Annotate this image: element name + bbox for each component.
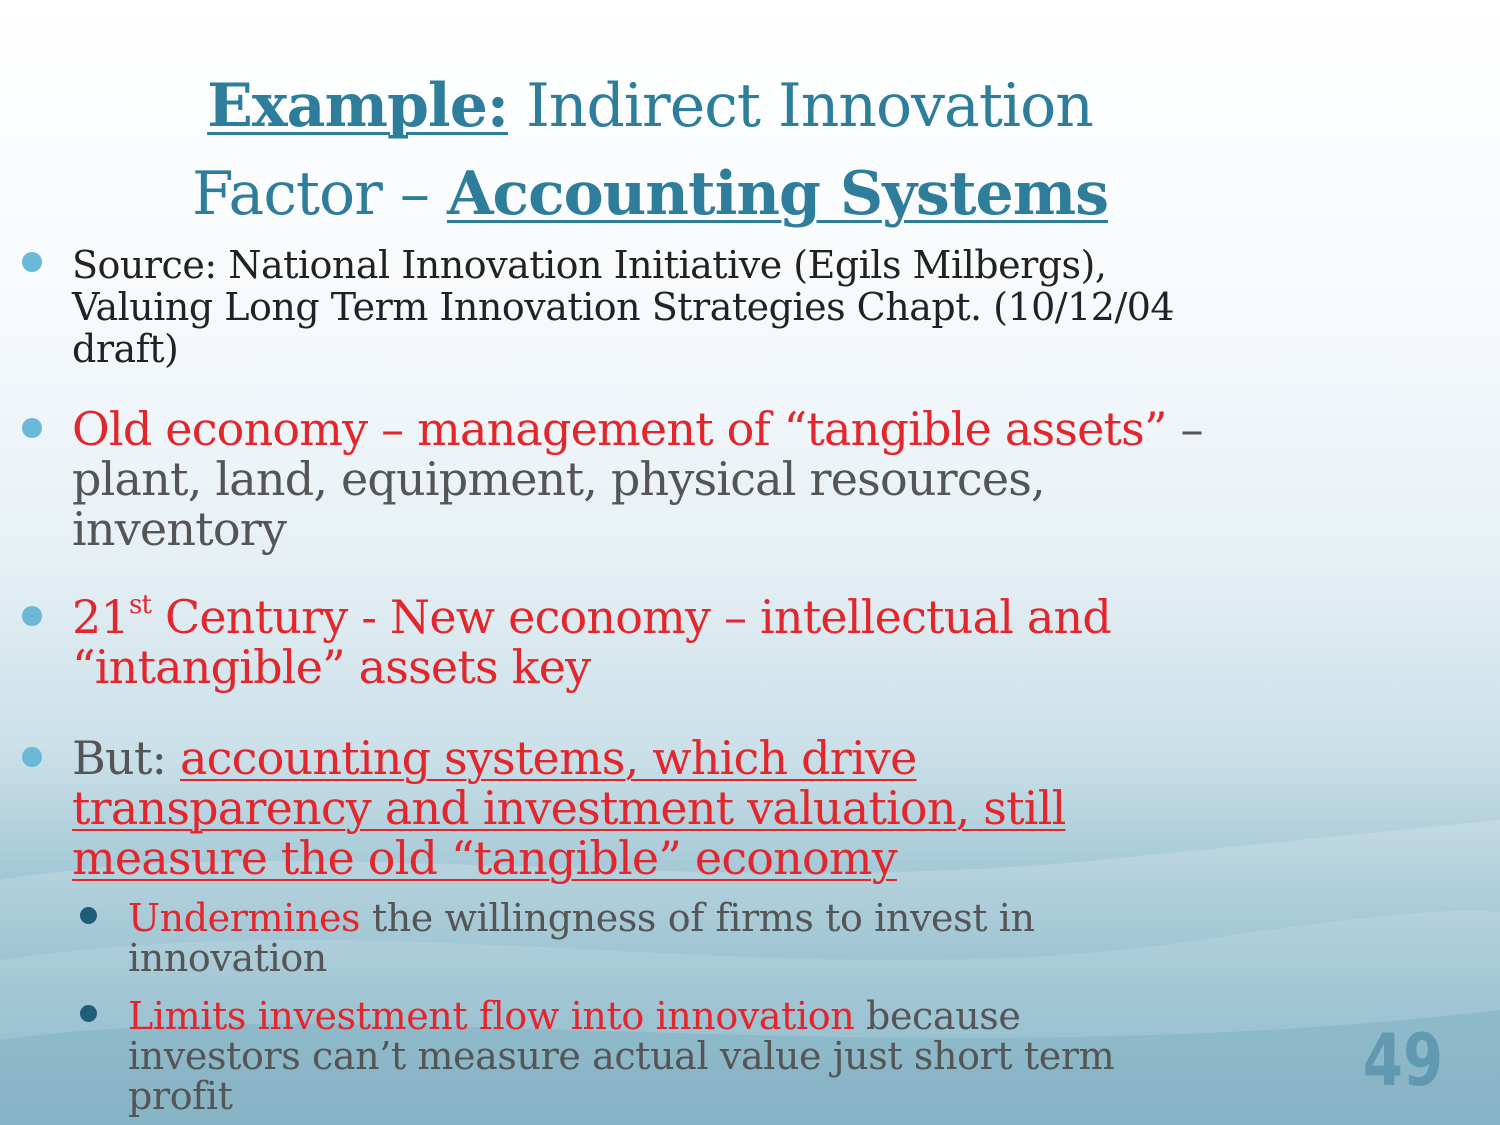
bullet-dot [22, 418, 42, 438]
slide-title: Example: Indirect Innovation Factor – Ac… [150, 62, 1150, 238]
bullet-dot [22, 747, 42, 767]
title-example: Example: [207, 71, 509, 141]
undermines-detail: the willingness of firms to invest in in… [128, 896, 1035, 980]
page-number: 49 [1362, 1018, 1444, 1102]
title-middle: Indirect Innovation Factor – [192, 71, 1094, 229]
sub-bullet-dot [80, 1005, 97, 1022]
bullet-old-economy: Old economy – management of “tangible as… [72, 404, 1222, 554]
bullet-source: Source: National Innovation Initiative (… [72, 243, 1175, 371]
accounting-statement: accounting systems, which drive transpar… [72, 731, 1066, 885]
sub-bullet-limits: Limits investment flow into innovation b… [128, 996, 1168, 1116]
bullet-new-economy: 21st Century - New economy – intellectua… [72, 592, 1192, 692]
limits-highlight: Limits investment flow into innovation [128, 994, 855, 1038]
old-economy-highlight: Old economy – management of “tangible as… [72, 402, 1168, 456]
title-accounting-systems: Accounting Systems [447, 159, 1109, 229]
new-economy-text: Century - New economy – intellectual and… [72, 590, 1112, 694]
bullet-dot [22, 252, 42, 272]
limits-detail: because investors can’t measure actual v… [128, 994, 1115, 1118]
sub-bullet-dot [80, 907, 97, 924]
century-suffix: st [128, 590, 152, 620]
bullet-accounting: But: accounting systems, which drive tra… [72, 733, 1172, 883]
undermines-highlight: Undermines [128, 896, 361, 940]
but-prefix: But: [72, 731, 181, 785]
sub-bullet-undermines: Undermines the willingness of firms to i… [128, 898, 1128, 978]
old-economy-detail: – plant, land, equipment, physical resou… [72, 402, 1204, 556]
bullet-dot [22, 606, 42, 626]
century-number: 21 [72, 590, 130, 644]
